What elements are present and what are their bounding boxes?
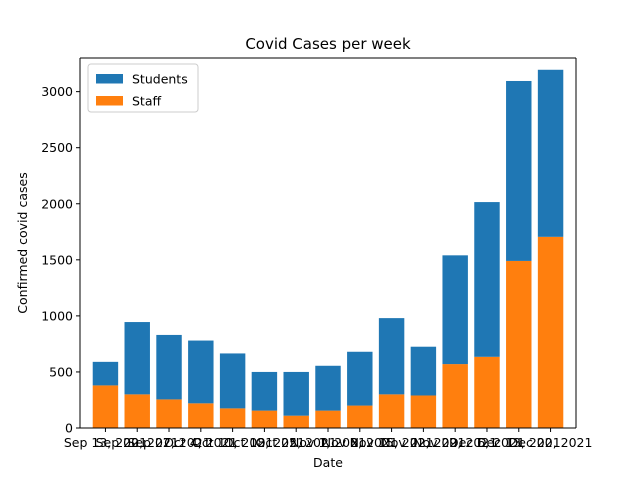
bar-staff	[92, 385, 119, 428]
bar-staff	[219, 408, 246, 428]
x-axis-title: Date	[313, 455, 343, 470]
x-tick-label: Nov 22, 2021	[381, 435, 465, 450]
bar-staff	[251, 410, 278, 428]
bar-staff	[506, 260, 532, 428]
x-tick-label: Dec 13, 2021	[477, 435, 561, 450]
bar-students	[156, 334, 182, 400]
bar-students	[315, 365, 341, 411]
bar-staff	[188, 403, 214, 428]
x-tick-label: Sep 27, 2021	[127, 435, 210, 450]
bar-students	[251, 371, 278, 411]
legend-label-staff: Staff	[132, 94, 161, 109]
bar-staff	[442, 364, 468, 428]
x-tick-label: Oct 25, 2021	[256, 435, 337, 450]
x-tick-label: Sep 20, 2021	[96, 435, 179, 450]
x-tick-label: Nov 29, 2021	[413, 435, 497, 450]
bar-students	[474, 202, 500, 357]
y-tick-label: 2000	[41, 196, 73, 211]
bar-staff	[537, 236, 564, 428]
y-tick-label: 0	[65, 421, 73, 436]
bar-students	[506, 80, 532, 261]
x-tick-label: Oct 4, 2021	[164, 435, 237, 450]
y-tick-label: 1000	[41, 308, 73, 323]
bar-staff	[315, 410, 341, 428]
bar-students	[378, 318, 405, 395]
x-tick-label: Dec 6, 2021	[449, 435, 525, 450]
bar-students	[410, 346, 437, 396]
bars-group	[92, 69, 564, 428]
bar-students	[219, 353, 246, 409]
x-tick-label: Dec 20, 2021	[509, 435, 593, 450]
bar-students	[124, 322, 150, 395]
y-tick-label: 3000	[41, 84, 73, 99]
y-tick-label: 1500	[41, 252, 73, 267]
x-tick-label: Nov 1, 2021	[290, 435, 366, 450]
bar-staff	[410, 395, 437, 428]
bar-students	[442, 255, 468, 365]
x-tick-label: Nov 15, 2021	[350, 435, 434, 450]
legend-swatch-students	[96, 74, 123, 84]
y-tick-label: 500	[49, 364, 73, 379]
bar-students	[537, 69, 564, 237]
bar-staff	[474, 356, 500, 428]
bar-staff	[156, 399, 182, 428]
legend-label-students: Students	[132, 72, 188, 87]
bar-staff	[283, 415, 309, 428]
bar-students	[283, 371, 309, 416]
legend-swatch-staff	[96, 96, 123, 106]
bar-students	[347, 351, 373, 406]
x-tick-label: Nov 8, 2021	[322, 435, 398, 450]
legend: Students Staff	[87, 63, 199, 113]
y-axis-title: Confirmed covid cases	[15, 172, 30, 313]
bar-staff	[347, 405, 373, 428]
chart-title: Covid Cases per week	[245, 35, 411, 53]
bar-staff	[378, 394, 405, 428]
x-tick-label: Oct 11, 2021	[192, 435, 273, 450]
y-tick-label: 2500	[41, 140, 73, 155]
bar-students	[188, 340, 214, 404]
bar-staff	[124, 394, 150, 428]
x-tick-label: Oct 18, 2021	[224, 435, 305, 450]
x-tick-label: Sep 13, 2021	[64, 435, 147, 450]
bar-students	[92, 361, 119, 386]
axes-group: 0 500 1000 1500 2000 2500 3000 Sep 13, 2021Sep …	[41, 57, 593, 450]
